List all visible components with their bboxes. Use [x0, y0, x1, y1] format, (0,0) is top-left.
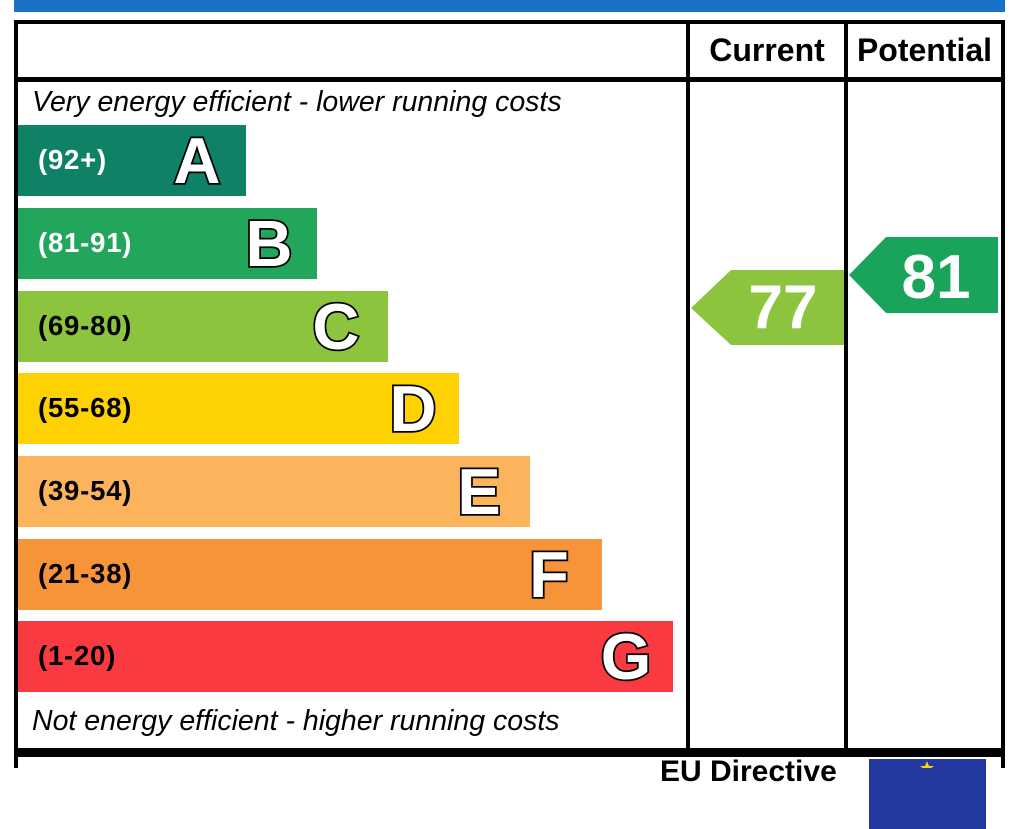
svg-text:F: F	[529, 539, 569, 610]
svg-text:B: B	[246, 208, 293, 279]
svg-text:77: 77	[749, 274, 818, 343]
svg-text:A: A	[174, 125, 221, 196]
svg-text:C: C	[313, 291, 360, 362]
svg-text:81: 81	[902, 243, 971, 312]
svg-text:G: G	[601, 621, 652, 692]
svg-text:D: D	[390, 373, 437, 444]
svg-text:E: E	[457, 456, 500, 527]
